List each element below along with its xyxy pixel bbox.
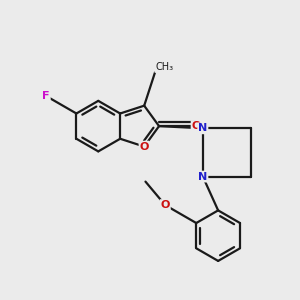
Text: F: F bbox=[42, 91, 50, 101]
Text: N: N bbox=[198, 123, 207, 133]
Text: O: O bbox=[160, 200, 170, 210]
Text: N: N bbox=[198, 172, 207, 182]
Text: O: O bbox=[192, 121, 201, 131]
Text: O: O bbox=[140, 142, 149, 152]
Text: CH₃: CH₃ bbox=[155, 62, 173, 72]
